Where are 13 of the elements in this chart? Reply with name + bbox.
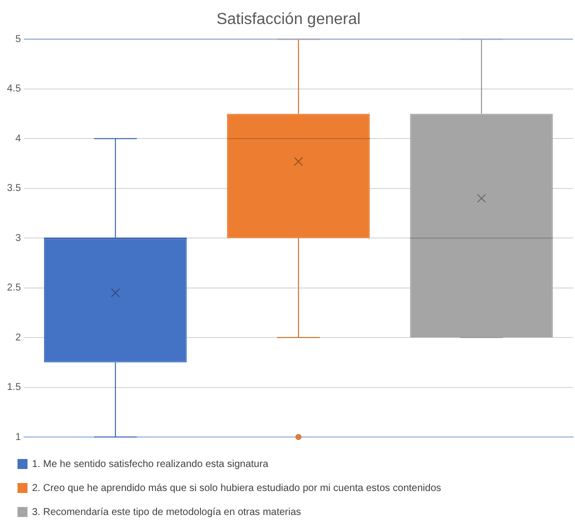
y-tick-label: 2	[15, 332, 22, 344]
legend-label: 2. Creo que he aprendido más que si solo hubiera estudiado por mi cuenta estos contenidos	[32, 482, 442, 494]
y-tick-label: 1	[15, 432, 22, 443]
y-tick-label: 4.5	[6, 84, 22, 95]
y-tick-label: 5	[15, 34, 22, 45]
y-tick-label: 4	[15, 133, 22, 144]
y-tick-label: 3	[15, 232, 22, 244]
chart-title: Satisfacción general	[216, 11, 361, 28]
legend-label: 1. Me he sentido satisfecho realizando esta signatura	[32, 458, 269, 470]
y-tick-label: 1.5	[6, 382, 22, 394]
y-tick-label: 3.5	[6, 183, 22, 194]
legend-label: 3. Recomendaría este tipo de metodología en otras materias	[32, 506, 302, 518]
y-tick-label: 2.5	[6, 282, 22, 294]
